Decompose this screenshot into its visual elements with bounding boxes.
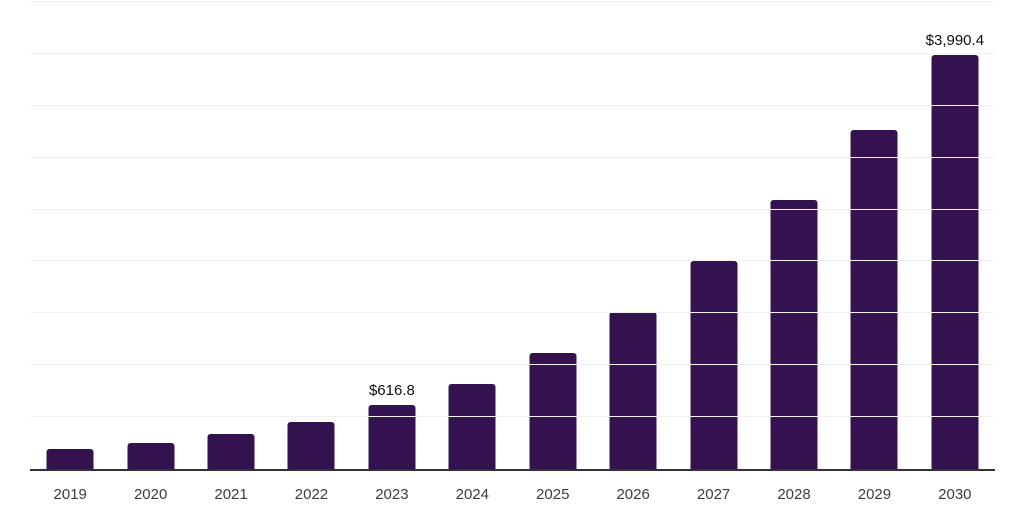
bar-slot-2027	[673, 2, 753, 469]
bar-2026[interactable]	[609, 312, 657, 469]
bar-2029[interactable]	[850, 129, 898, 469]
tick-label-2025: 2025	[536, 486, 570, 503]
bar-slot-2026	[593, 2, 673, 469]
plot-area: $616.8 $3,990.4	[30, 1, 995, 471]
tick-label-2026: 2026	[616, 486, 650, 503]
value-label-2023: $616.8	[368, 382, 415, 399]
bars-row: $616.8 $3,990.4	[30, 2, 995, 469]
bar-slot-2020	[110, 2, 190, 469]
bar-slot-2028	[754, 2, 834, 469]
gridline-4500	[30, 1, 995, 2]
bar-2024[interactable]	[448, 384, 496, 469]
gridline-2500	[30, 208, 995, 210]
bar-slot-2024	[432, 2, 512, 469]
gridline-500	[30, 416, 995, 418]
bar-2023[interactable]	[368, 405, 416, 469]
tick-label-2024: 2024	[455, 486, 489, 503]
value-label-2030: $3,990.4	[925, 31, 985, 49]
gridline-2000	[30, 260, 995, 262]
bar-slot-2023: $616.8	[352, 2, 432, 469]
bar-slot-2021	[191, 2, 271, 469]
bar-slot-2030: $3,990.4	[915, 2, 995, 469]
gridline-4000	[30, 52, 995, 54]
bar-slot-2025	[513, 2, 593, 469]
bar-slot-2019	[30, 2, 110, 469]
bar-2022[interactable]	[287, 422, 335, 469]
x-axis-labels: 2019 2020 2021 2022 2023 2024 2025 2026 2027 2028…	[30, 478, 995, 502]
tick-label-2030: 2030	[938, 486, 972, 503]
gridline-3000	[30, 156, 995, 158]
tick-label-2028: 2028	[777, 486, 811, 503]
tick-label-2021: 2021	[214, 486, 248, 503]
tick-label-2027: 2027	[696, 486, 731, 503]
tick-label-2020: 2020	[133, 486, 168, 503]
bar-2021[interactable]	[207, 434, 255, 469]
tick-label-2019: 2019	[53, 486, 87, 503]
gridline-1500	[30, 312, 995, 314]
tick-label-2029: 2029	[857, 486, 892, 503]
bar-2028[interactable]	[770, 200, 818, 469]
bar-slot-2022	[271, 2, 351, 469]
gridline-1000	[30, 364, 995, 366]
bar-2019[interactable]	[46, 449, 94, 469]
bar-2025[interactable]	[529, 352, 577, 469]
bar-slot-2029	[834, 2, 914, 469]
bar-2030[interactable]	[931, 54, 979, 469]
bar-2020[interactable]	[127, 443, 175, 469]
tick-label-2023: 2023	[375, 486, 409, 503]
gridline-3500	[30, 104, 995, 106]
tick-label-2022: 2022	[294, 486, 329, 503]
